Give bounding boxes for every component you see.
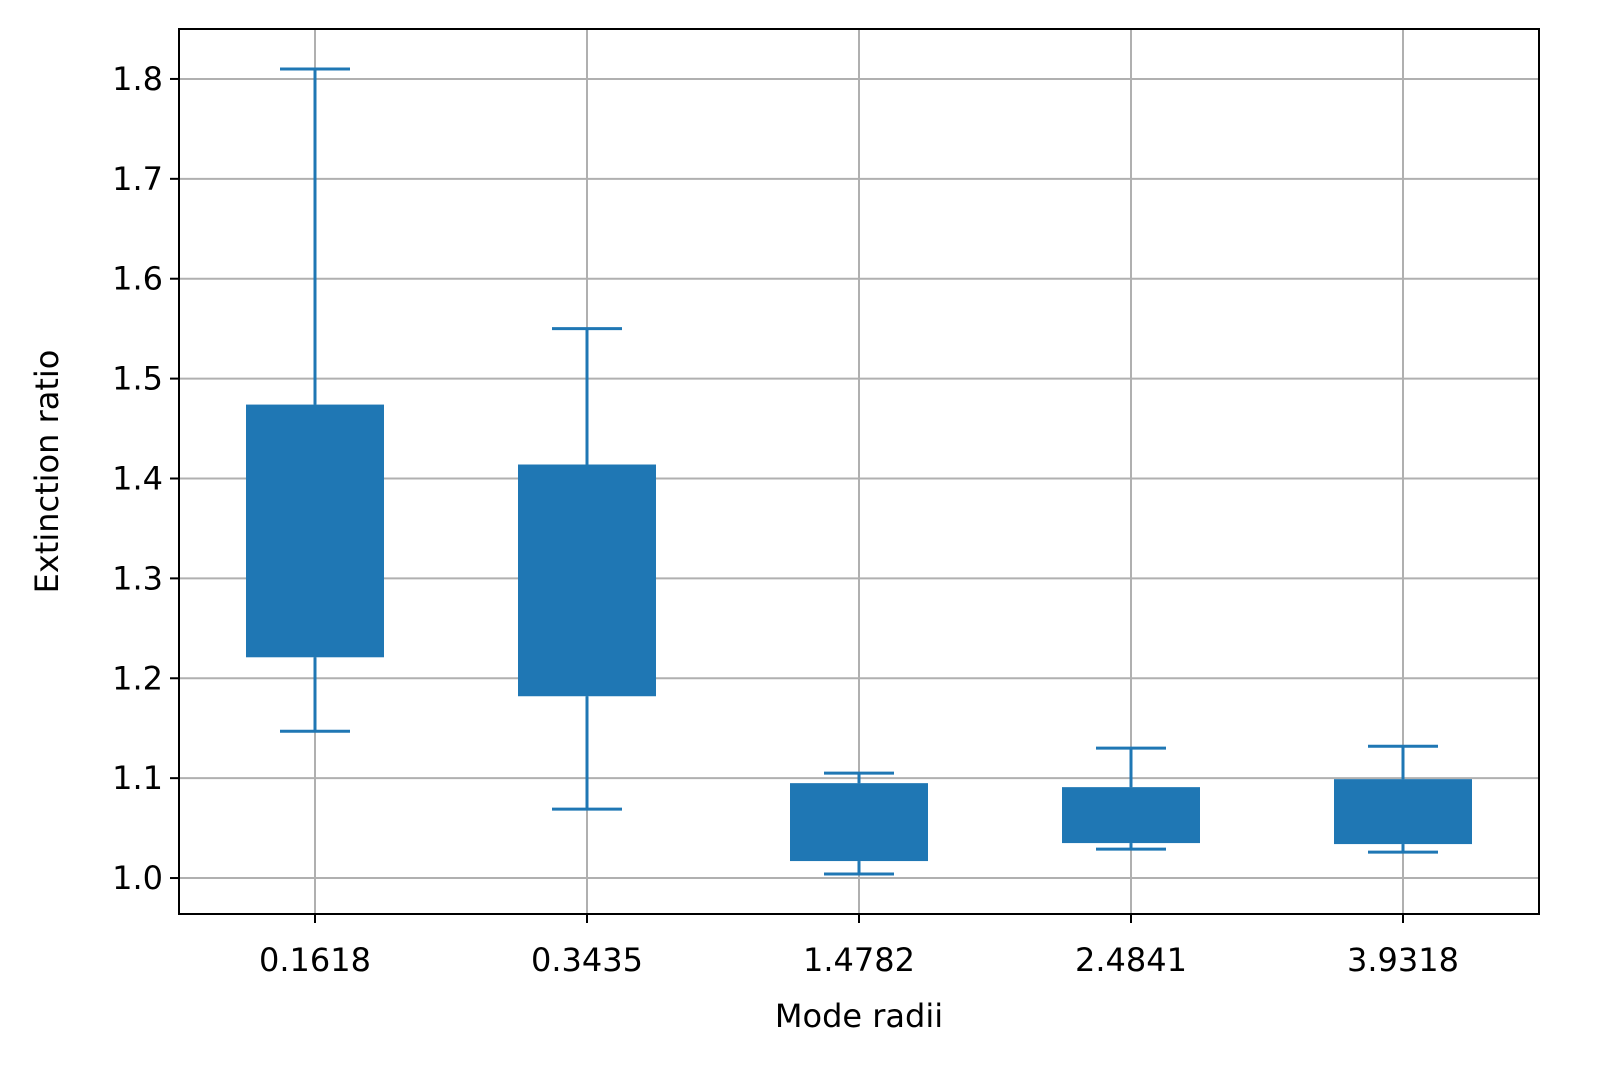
box-marks [246,67,1472,876]
box-3-9318 [1334,779,1472,845]
y-axis-label: Extinction ratio [28,350,66,594]
y-tick-label: 1.4 [112,459,163,497]
y-tick-label: 1.0 [112,859,163,897]
y-tick-label: 1.1 [112,759,163,797]
box-0-3435 [518,464,656,697]
x-axis-label: Mode radii [775,997,943,1035]
box-2-4841 [1062,787,1200,844]
x-tick-label: 2.4841 [1075,941,1187,979]
box-0-1618 [246,404,384,658]
x-tick-label: 3.9318 [1347,941,1459,979]
y-tick-label: 1.6 [112,260,163,298]
axis-ticks: 1.0 1.1 1.2 1.3 1.4 1.5 1.6 1.7 1.8 0.1618 0.3435 1… [112,60,1459,979]
y-tick-label: 1.8 [112,60,163,98]
x-tick-label: 0.1618 [259,941,371,979]
y-tick-label: 1.7 [112,160,163,198]
box-1-4782 [790,783,928,862]
y-tick-label: 1.3 [112,559,163,597]
x-tick-label: 1.4782 [803,941,915,979]
y-tick-label: 1.5 [112,360,163,398]
x-tick-label: 0.3435 [531,941,643,979]
y-tick-label: 1.2 [112,659,163,697]
